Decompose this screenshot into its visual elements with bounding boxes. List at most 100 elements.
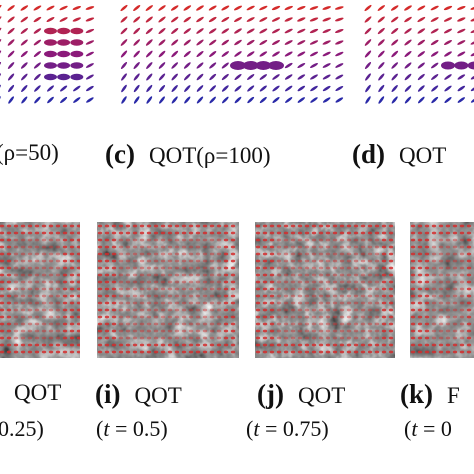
tensor-dot [167, 329, 173, 333]
tensor-glyph [170, 5, 179, 11]
tensor-glyph [57, 50, 71, 58]
tensor-glyph [21, 85, 28, 92]
tensor-dot [346, 266, 352, 270]
tensor-glyph [209, 96, 216, 104]
tensor-dot [360, 329, 366, 333]
tensor-dot [6, 336, 12, 340]
tensor-dot [62, 287, 68, 291]
tensor-glyph [310, 85, 318, 92]
tensor-dot [466, 252, 472, 256]
tensor-glyph [444, 40, 452, 45]
tensor-dot [104, 336, 110, 340]
tensor-dot [459, 301, 465, 305]
tensor-dot [216, 343, 222, 347]
tensor-glyph [133, 27, 141, 35]
tensor-dot [466, 224, 472, 228]
tensor-dot [367, 224, 373, 228]
tensor-dot [27, 294, 33, 298]
tensor-dot [181, 238, 187, 242]
tensor-dot [76, 287, 80, 291]
tensor-dot [269, 287, 275, 291]
tensor-dot [181, 259, 187, 263]
tensor-dot [325, 245, 331, 249]
tensor-dot [438, 294, 444, 298]
tensor-dot [62, 322, 68, 326]
tensor-glyph [259, 5, 268, 11]
tensor-dot [360, 336, 366, 340]
tensor-dot [76, 322, 80, 326]
tensor-dot [325, 343, 331, 347]
tensor-dot [332, 266, 338, 270]
tensor-dot [255, 224, 261, 228]
caption-c: (c) QOT(ρ=100) [105, 141, 271, 168]
tensor-dot [297, 350, 303, 354]
caption-k-param-var: t [411, 416, 418, 441]
tensor-glyph [171, 96, 178, 104]
tensor-glyph [322, 63, 331, 68]
tensor-dot [466, 301, 472, 305]
tensor-dot [223, 266, 229, 270]
tensor-dot [424, 336, 430, 340]
tensor-dot [223, 301, 229, 305]
tensor-dot [417, 273, 423, 277]
tensor-dot [104, 329, 110, 333]
tensor-dot [27, 280, 33, 284]
tensor-dot [76, 231, 80, 235]
tensor-dot [55, 294, 61, 298]
tensor-glyph [335, 17, 344, 22]
tensor-dot [209, 252, 215, 256]
tensor-dot [125, 343, 131, 347]
tensor-glyph [158, 5, 166, 11]
tensor-dot [195, 329, 201, 333]
tensor-dot [283, 322, 289, 326]
tensor-dot [69, 252, 75, 256]
tensor-glyph [44, 39, 57, 46]
tensor-glyph [7, 27, 15, 35]
tensor-dot [104, 343, 110, 347]
tensor-dot [381, 287, 387, 291]
tensor-glyph [246, 28, 255, 34]
tensor-glyph [284, 40, 293, 45]
tensor-dot [459, 238, 465, 242]
tensor-glyph [209, 51, 217, 57]
tensor-glyph [285, 97, 293, 103]
tensor-dot [417, 280, 423, 284]
tensor-dot [346, 280, 352, 284]
tensor-dot [318, 266, 324, 270]
tensor-dot [0, 280, 5, 284]
tensor-dot [153, 350, 159, 354]
tensor-glyph [196, 28, 204, 34]
tensor-dot [445, 322, 451, 326]
tensor-dot [55, 280, 61, 284]
tensor-dot [216, 301, 222, 305]
tensor-dot [48, 343, 54, 347]
tensor-dot [417, 315, 423, 319]
tensor-dot [438, 329, 444, 333]
tensor-dot [466, 266, 472, 270]
tensor-dot [202, 315, 208, 319]
tensor-dot [346, 301, 352, 305]
tensor-dot [459, 266, 465, 270]
tensor-glyph [268, 61, 284, 70]
tensor-dot [304, 287, 310, 291]
tensor-dot [290, 266, 296, 270]
tensor-dot [438, 308, 444, 312]
tensor-dot [452, 245, 458, 249]
texture-row [0, 222, 474, 358]
tensor-dot [297, 294, 303, 298]
tensor-dot [202, 336, 208, 340]
tensor-glyph [221, 96, 229, 104]
tensor-dot [167, 280, 173, 284]
tensor-dot [41, 294, 47, 298]
tensor-dot [174, 308, 180, 312]
tensor-glyph [335, 97, 344, 103]
tensor-dot [325, 336, 331, 340]
tensor-glyph [365, 73, 371, 81]
tensor-glyph [70, 27, 84, 35]
tensor-dot [132, 350, 138, 354]
tensor-dot [283, 224, 289, 228]
tensor-glyph [44, 73, 57, 81]
tensor-glyph [391, 28, 399, 34]
tensor-dot [27, 329, 33, 333]
tensor-panel-3 [364, 4, 474, 104]
